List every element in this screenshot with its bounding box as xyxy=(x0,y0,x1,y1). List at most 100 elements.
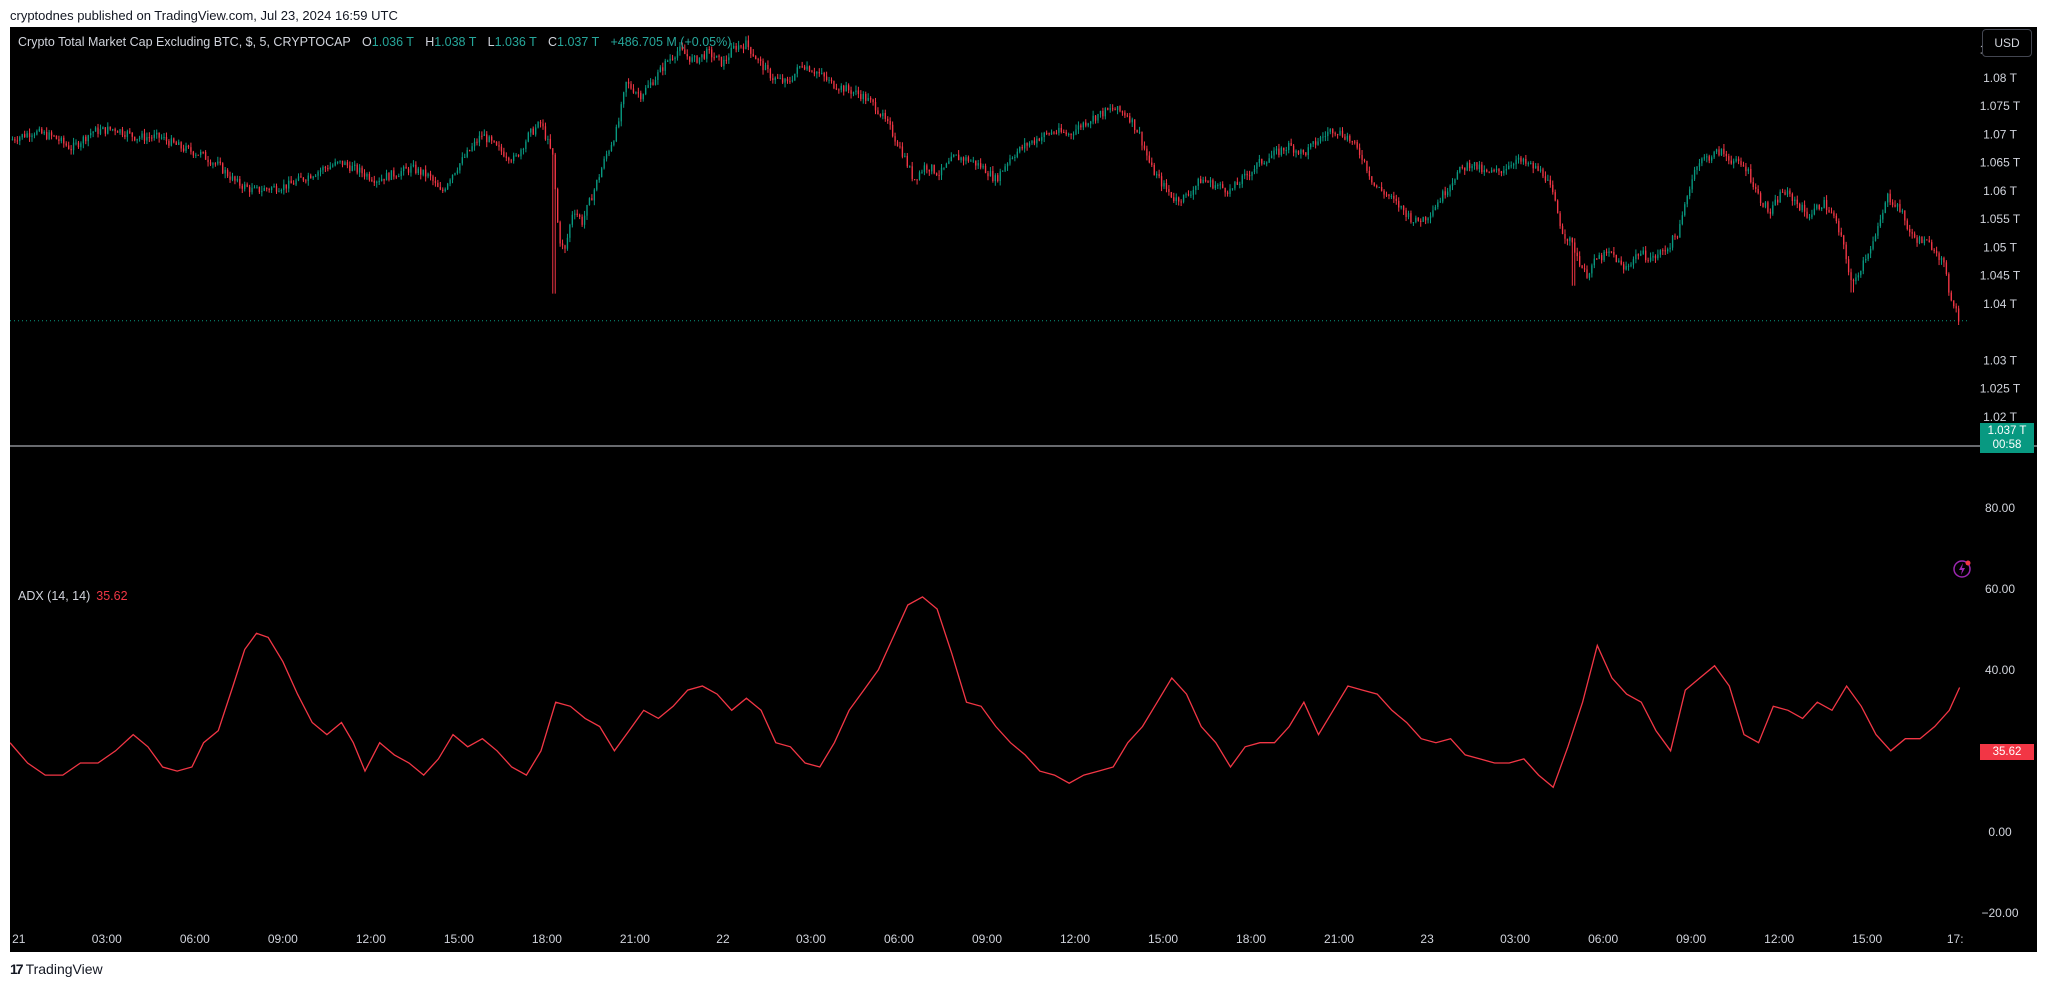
candle-body xyxy=(368,173,371,180)
candle-body xyxy=(1388,194,1390,197)
candle-body xyxy=(383,178,385,181)
candle-body xyxy=(339,160,341,162)
candle-body xyxy=(1794,199,1796,202)
candle-body xyxy=(1816,205,1818,209)
high-value: 1.038 T xyxy=(434,35,477,49)
adx-title[interactable]: ADX (14, 14) xyxy=(18,589,91,603)
candle-body xyxy=(317,171,319,176)
candle-body xyxy=(19,137,21,142)
candle-body xyxy=(1896,204,1899,207)
candle-body xyxy=(1637,254,1640,256)
candle-body xyxy=(36,130,38,135)
candle-body xyxy=(1258,159,1261,163)
candle-body xyxy=(542,123,544,127)
candle-body xyxy=(1566,238,1569,242)
candle-body xyxy=(625,81,627,93)
candle-body xyxy=(1808,217,1811,219)
candle-body xyxy=(701,54,703,58)
candle-body xyxy=(669,58,671,61)
candle-body xyxy=(1833,212,1835,216)
candle-body xyxy=(960,157,962,161)
candle-body xyxy=(581,216,583,225)
candle-body xyxy=(970,160,972,162)
candle-body xyxy=(1478,164,1481,169)
candle-body xyxy=(466,150,468,157)
candle-body xyxy=(662,67,664,71)
candle-body xyxy=(757,59,759,61)
candle-body xyxy=(246,184,248,187)
candle-body xyxy=(231,176,234,180)
candle-body xyxy=(1182,194,1185,202)
candle-body xyxy=(1180,201,1182,203)
candle-body xyxy=(1432,210,1434,216)
candle-body xyxy=(376,181,378,183)
candle-body xyxy=(1950,292,1952,301)
candle-body xyxy=(373,180,375,183)
candle-body xyxy=(679,46,681,52)
candle-body xyxy=(652,82,654,85)
candle-body xyxy=(468,150,471,152)
candle-body xyxy=(1114,109,1116,111)
candle-body xyxy=(742,46,745,50)
candle-body xyxy=(87,135,89,142)
candle-body xyxy=(1652,255,1654,258)
candle-body xyxy=(979,163,982,168)
candle-body xyxy=(1948,274,1950,293)
lightning-icon[interactable] xyxy=(1952,559,1972,579)
candle-body xyxy=(1468,162,1471,169)
candle-body xyxy=(180,142,182,149)
candle-body xyxy=(1459,166,1461,173)
candle-body xyxy=(1400,205,1402,208)
candle-body xyxy=(63,137,65,144)
candle-body xyxy=(1613,252,1615,255)
candle-body xyxy=(1779,191,1781,203)
candle-body xyxy=(1212,180,1214,189)
candle-body xyxy=(1160,176,1163,187)
symbol-title[interactable]: Crypto Total Market Cap Excluding BTC, $… xyxy=(18,35,351,49)
chart-canvas[interactable]: 1.085 T1.08 T1.075 T1.07 T1.065 T1.06 T1… xyxy=(10,27,2037,952)
candle-body xyxy=(1784,192,1786,195)
candle-body xyxy=(278,191,280,193)
candle-body xyxy=(764,65,767,71)
candle-body xyxy=(1498,168,1500,172)
candle-body xyxy=(412,164,415,167)
candle-body xyxy=(686,54,688,57)
candle-body xyxy=(1549,179,1551,185)
candle-body xyxy=(1158,174,1160,177)
candle-body xyxy=(1921,236,1923,244)
candle-body xyxy=(459,163,461,171)
candle-body xyxy=(464,156,466,158)
candle-body xyxy=(899,146,901,148)
candle-body xyxy=(94,127,97,132)
candle-body xyxy=(1219,184,1221,186)
candle-body xyxy=(380,178,383,182)
candle-body xyxy=(43,131,45,134)
candle-body xyxy=(1268,158,1270,163)
candle-body xyxy=(332,165,334,167)
candle-body xyxy=(935,173,938,176)
chart-area[interactable]: 1.085 T1.08 T1.075 T1.07 T1.065 T1.06 T1… xyxy=(10,27,2037,952)
candle-body xyxy=(1165,182,1168,189)
candle-body xyxy=(493,140,495,142)
candle-body xyxy=(938,175,940,177)
candle-body xyxy=(1801,204,1803,211)
candle-body xyxy=(1356,141,1358,148)
candle-body xyxy=(1838,220,1840,233)
candle-body xyxy=(1654,255,1657,259)
candle-body xyxy=(1170,191,1173,198)
candle-body xyxy=(476,141,478,143)
candle-body xyxy=(1041,137,1043,141)
currency-button[interactable]: USD xyxy=(1982,29,2032,57)
candle-body xyxy=(1840,232,1842,236)
candle-body xyxy=(1796,199,1798,205)
candle-body xyxy=(552,148,554,155)
candle-body xyxy=(1593,258,1595,266)
candle-body xyxy=(38,128,41,131)
candle-body xyxy=(1588,273,1591,278)
candle-body xyxy=(481,135,483,137)
candle-body xyxy=(772,78,774,80)
tradingview-logo[interactable]: 17 TradingView xyxy=(10,961,103,977)
candle-body xyxy=(1473,162,1476,166)
candle-body xyxy=(659,67,662,73)
change-value: +486.705 M (+0.05%) xyxy=(610,35,732,49)
